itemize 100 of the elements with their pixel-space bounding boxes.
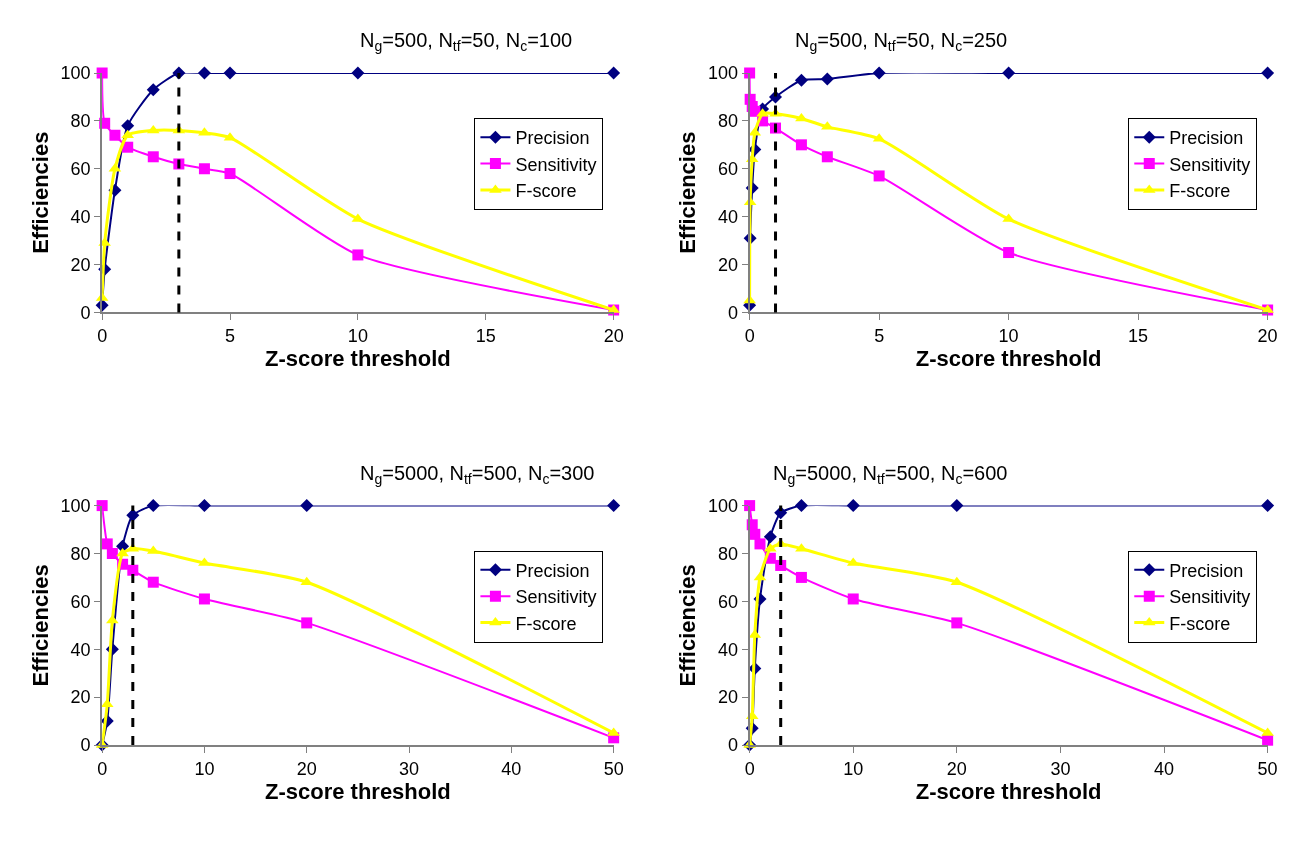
- y-tick-label: 0: [80, 735, 91, 756]
- legend-label: Sensitivity: [1169, 154, 1251, 175]
- point: [146, 499, 160, 513]
- y-tick-label: 20: [70, 687, 91, 708]
- point: [301, 617, 313, 629]
- x-axis-title: Z-score threshold: [915, 778, 1102, 804]
- x-tick-label: 5: [874, 326, 885, 346]
- y-tick-label: 20: [70, 254, 91, 275]
- x-axis-title: Z-score threshold: [915, 346, 1102, 371]
- point: [197, 499, 211, 513]
- point: [872, 66, 886, 80]
- y-tick-label: 80: [717, 543, 739, 564]
- y-tick-label: 60: [70, 159, 91, 180]
- y-tick-label: 0: [728, 302, 739, 323]
- point: [1003, 247, 1015, 259]
- x-axis-title: Z-score threshold: [264, 346, 451, 371]
- legend-label: Sensitivity: [515, 154, 597, 175]
- x-tick-label: 10: [843, 758, 864, 779]
- y-tick-label: 100: [707, 495, 739, 516]
- y-tick-label: 40: [717, 639, 739, 660]
- point: [127, 564, 139, 576]
- y-tick-label: 80: [717, 111, 739, 132]
- x-tick-label: 30: [399, 758, 420, 779]
- point: [101, 538, 113, 550]
- point: [147, 151, 159, 163]
- point: [795, 139, 807, 151]
- y-tick-label: 40: [717, 206, 739, 227]
- y-axis-title: Efficiencies: [675, 131, 701, 254]
- y-tick-label: 40: [70, 639, 91, 660]
- point: [352, 249, 364, 261]
- point: [223, 66, 237, 80]
- point: [197, 66, 211, 80]
- x-tick-label: 20: [296, 758, 317, 779]
- point: [847, 593, 859, 605]
- point: [951, 617, 963, 629]
- legend-label: Precision: [1169, 560, 1244, 581]
- legend-label: F-score: [1169, 613, 1231, 634]
- x-tick-label: 40: [501, 758, 522, 779]
- x-tick-label: 15: [475, 326, 496, 346]
- point: [820, 72, 834, 86]
- point: [1261, 499, 1275, 513]
- y-axis-title: Efficiencies: [27, 564, 53, 687]
- x-tick-label: 10: [347, 326, 368, 346]
- point: [795, 571, 807, 583]
- y-tick-label: 100: [60, 495, 91, 516]
- point: [116, 547, 129, 557]
- y-tick-label: 20: [717, 254, 739, 275]
- point: [607, 66, 621, 80]
- point: [795, 112, 808, 122]
- x-tick-label: 40: [1154, 758, 1175, 779]
- point: [126, 508, 140, 522]
- x-tick-label: 50: [603, 758, 624, 779]
- legend-label: Sensitivity: [515, 587, 597, 608]
- y-tick-label: 100: [60, 63, 91, 84]
- x-tick-label: 10: [194, 758, 215, 779]
- y-tick-label: 60: [717, 159, 739, 180]
- chart-title: N$_{g}$=500, N$_{tf}$=50, N$_{c}$=250: [795, 29, 1008, 55]
- point: [100, 698, 114, 708]
- y-tick-label: 0: [728, 735, 739, 756]
- y-tick-label: 40: [70, 206, 91, 227]
- x-tick-label: 30: [1050, 758, 1071, 779]
- point: [106, 547, 118, 559]
- y-tick-label: 100: [707, 63, 739, 84]
- legend-label: F-score: [1169, 180, 1231, 201]
- point: [754, 538, 766, 550]
- x-tick-label: 0: [97, 326, 108, 346]
- x-tick-label: 0: [744, 326, 755, 346]
- y-tick-label: 80: [70, 543, 91, 564]
- point: [198, 593, 210, 605]
- legend-label: F-score: [515, 613, 577, 634]
- chart-title: N$_{g}$=500, N$_{tf}$=50, N$_{c}$=100: [360, 29, 573, 55]
- y-tick-label: 0: [80, 302, 91, 323]
- y-tick-label: 20: [717, 687, 739, 708]
- x-tick-label: 20: [603, 326, 624, 346]
- point: [300, 499, 314, 513]
- x-tick-label: 5: [225, 326, 236, 346]
- point: [198, 163, 210, 175]
- legend-label: Precision: [515, 560, 590, 581]
- point: [607, 499, 621, 513]
- y-tick-label: 60: [717, 591, 739, 612]
- chart-title: N$_{g}$=5000, N$_{tf}$=500, N$_{c}$=300: [360, 462, 595, 488]
- point: [794, 499, 808, 513]
- y-axis-title: Efficiencies: [27, 131, 53, 254]
- legend-label: Sensitivity: [1169, 587, 1251, 608]
- point: [121, 119, 135, 133]
- y-axis-title: Efficiencies: [675, 564, 701, 687]
- y-tick-label: 80: [70, 111, 91, 132]
- x-tick-label: 50: [1257, 758, 1278, 779]
- x-tick-label: 0: [744, 758, 755, 779]
- point: [846, 499, 860, 513]
- point: [146, 124, 160, 134]
- x-axis-title: Z-score threshold: [264, 778, 451, 804]
- point: [873, 170, 885, 182]
- point: [351, 66, 365, 80]
- point: [146, 83, 160, 97]
- x-tick-label: 20: [946, 758, 967, 779]
- x-tick-label: 15: [1128, 326, 1149, 346]
- point: [950, 499, 964, 513]
- point: [1002, 66, 1016, 80]
- legend-label: Precision: [515, 128, 590, 149]
